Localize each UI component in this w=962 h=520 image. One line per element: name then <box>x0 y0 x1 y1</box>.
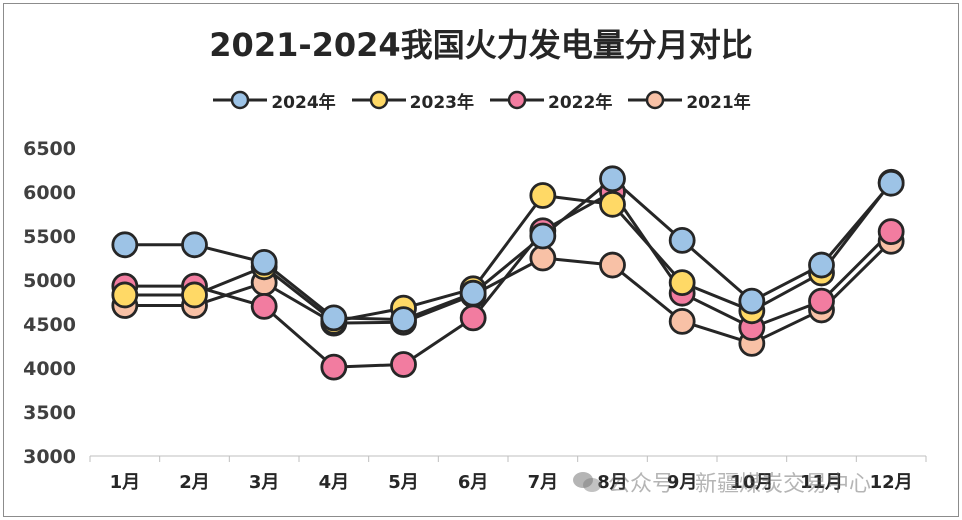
data-point-2024年-12月 <box>877 169 905 197</box>
x-tick-label: 11月 <box>800 472 843 493</box>
x-tick-label: 4月 <box>319 472 350 493</box>
data-point-2024年-5月 <box>390 306 417 334</box>
legend-label-2023: 2023年 <box>409 92 474 113</box>
legend-marker-2021 <box>628 90 683 110</box>
data-point-2024年-4月 <box>320 304 348 332</box>
data-point-2024年-10月 <box>738 287 766 315</box>
data-point-2021年-7月 <box>529 244 557 272</box>
data-point-2021年-8月 <box>599 251 626 279</box>
data-point-2023年-9月 <box>668 269 696 297</box>
series-line-2022年 <box>124 190 893 369</box>
data-point-2022年-4月 <box>320 353 348 381</box>
data-point-2022年-3月 <box>250 292 278 320</box>
y-tick-label: 5000 <box>23 270 76 292</box>
data-point-2024年-1月 <box>111 231 139 259</box>
x-tick-label: 2月 <box>179 472 210 493</box>
legend-label-2024: 2024年 <box>271 92 336 113</box>
legend-item-2024: 2024年 <box>211 88 336 113</box>
legend-item-2022: 2022年 <box>488 88 612 113</box>
y-tick-label: 6000 <box>23 182 76 204</box>
chart-legend: 2024年 2023年 2022年 2021年 <box>0 88 962 113</box>
y-tick-label: 4000 <box>23 358 76 380</box>
y-tick-label: 3500 <box>23 402 76 424</box>
data-point-2024年-9月 <box>668 226 696 254</box>
y-tick-label: 3000 <box>23 446 76 468</box>
x-tick-label: 5月 <box>388 472 419 493</box>
y-tick-label: 4500 <box>23 314 76 336</box>
data-point-2022年-5月 <box>390 351 417 378</box>
x-tick-label: 3月 <box>249 472 280 493</box>
data-point-2023年-2月 <box>181 281 208 309</box>
x-tick-label: 7月 <box>528 472 559 493</box>
data-point-2022年-12月 <box>877 218 905 246</box>
chart-frame <box>3 3 959 517</box>
legend-label-2022: 2022年 <box>548 92 613 113</box>
data-point-2024年-3月 <box>250 248 278 276</box>
data-point-2023年-7月 <box>529 182 557 209</box>
data-point-2022年-11月 <box>808 287 835 315</box>
legend-marker-2023 <box>351 90 406 110</box>
x-tick-label: 1月 <box>110 472 141 493</box>
legend-item-2021: 2021年 <box>626 88 751 113</box>
data-point-2021年-9月 <box>668 307 696 335</box>
chart-title: 2021-2024我国火力发电量分月对比 <box>209 26 753 64</box>
x-tick-label: 10月 <box>730 472 773 493</box>
x-tick-label: 8月 <box>597 472 628 493</box>
data-point-2024年-8月 <box>599 165 626 193</box>
y-tick-label: 5500 <box>23 226 76 248</box>
legend-marker-2022 <box>490 90 544 110</box>
x-tick-label: 9月 <box>667 472 698 493</box>
legend-marker-2024 <box>213 90 268 110</box>
data-point-2022年-6月 <box>459 304 487 332</box>
data-point-2024年-2月 <box>181 231 208 259</box>
y-tick-label: 6500 <box>23 138 76 160</box>
legend-item-2023: 2023年 <box>350 88 474 113</box>
x-tick-label: 12月 <box>870 472 913 493</box>
x-tick-label: 6月 <box>458 472 489 493</box>
data-point-2024年-11月 <box>808 251 835 279</box>
data-point-2023年-8月 <box>599 190 626 218</box>
data-point-2024年-6月 <box>459 279 487 307</box>
data-point-2024年-7月 <box>529 222 557 250</box>
data-point-2023年-1月 <box>111 281 139 309</box>
legend-label-2021: 2021年 <box>686 92 751 113</box>
